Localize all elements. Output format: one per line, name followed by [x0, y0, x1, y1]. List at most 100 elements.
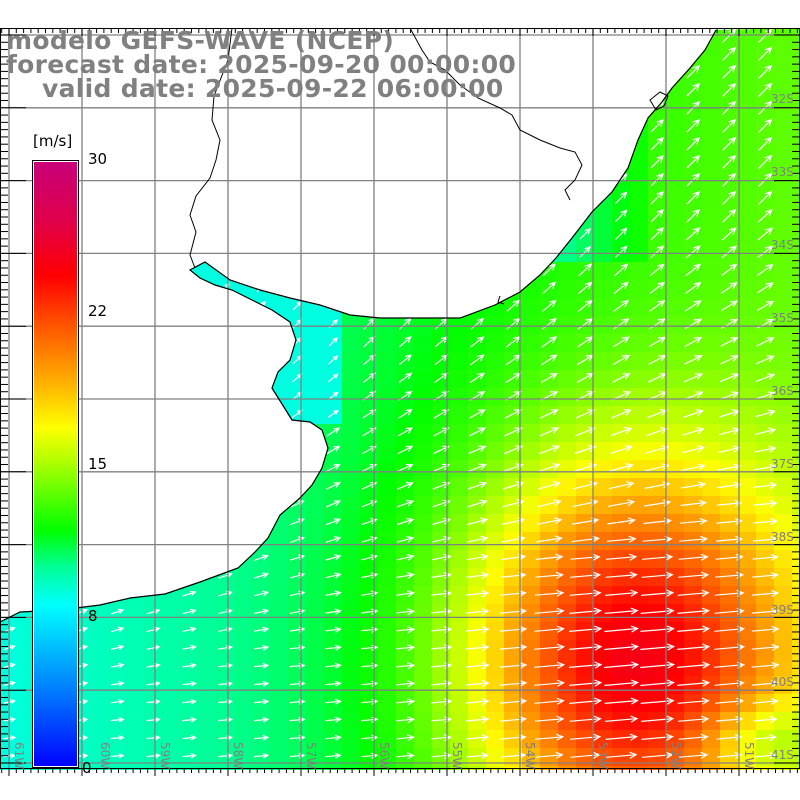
- speed-cell: [90, 712, 108, 730]
- speed-cell: [108, 118, 126, 136]
- speed-cell: [288, 208, 306, 226]
- wind-arrow: [328, 355, 339, 365]
- speed-cell: [108, 388, 126, 406]
- speed-cell: [522, 190, 540, 208]
- wind-arrow: [292, 246, 303, 257]
- speed-cell: [774, 154, 792, 172]
- speed-cell: [792, 262, 800, 280]
- speed-cell: [18, 658, 36, 676]
- speed-cell: [612, 730, 630, 748]
- wind-arrow: [254, 608, 270, 615]
- wind-arrow: [399, 227, 412, 240]
- wind-arrow: [325, 680, 342, 687]
- wind-arrow: [399, 209, 412, 222]
- speed-cell: [414, 262, 432, 280]
- speed-cell: [342, 532, 360, 550]
- wind-arrow: [506, 119, 520, 133]
- speed-cell: [540, 118, 558, 136]
- speed-cell: [540, 532, 558, 550]
- speed-cell: [666, 532, 684, 550]
- speed-cell: [666, 622, 684, 640]
- speed-cell: [396, 226, 414, 244]
- speed-cell: [504, 622, 522, 640]
- speed-cell: [126, 136, 144, 154]
- speed-cell: [216, 316, 234, 334]
- wind-arrow: [758, 190, 773, 205]
- lat-label: 40S: [771, 675, 794, 689]
- speed-cell: [738, 424, 756, 442]
- speed-cell: [720, 568, 738, 586]
- wind-arrow: [535, 571, 564, 579]
- wind-arrow: [219, 427, 232, 437]
- speed-cell: [756, 352, 774, 370]
- speed-cell: [198, 496, 216, 514]
- speed-cell: [522, 478, 540, 496]
- wind-arrow: [146, 662, 161, 669]
- speed-cell: [522, 406, 540, 424]
- speed-cell: [720, 208, 738, 226]
- wind-arrow: [640, 607, 675, 615]
- speed-cell: [684, 640, 702, 658]
- speed-cell: [540, 478, 558, 496]
- wind-arrow: [686, 118, 701, 133]
- speed-cell: [360, 118, 378, 136]
- speed-cell: [324, 190, 342, 208]
- speed-cell: [288, 514, 306, 532]
- wind-arrow: [326, 427, 341, 437]
- speed-cell: [486, 316, 504, 334]
- speed-cell: [558, 46, 576, 64]
- wind-arrow: [471, 209, 484, 222]
- speed-cell: [252, 262, 270, 280]
- speed-cell: [396, 388, 414, 406]
- speed-cell: [144, 514, 162, 532]
- speed-cell: [324, 496, 342, 514]
- speed-cell: [792, 190, 800, 208]
- speed-cell: [792, 496, 800, 514]
- speed-cell: [612, 136, 630, 154]
- wind-arrow: [640, 697, 675, 705]
- speed-cell: [594, 658, 612, 676]
- speed-cell: [180, 118, 198, 136]
- speed-cell: [702, 622, 720, 640]
- speed-cell: [90, 352, 108, 370]
- wind-arrow: [570, 733, 602, 741]
- speed-cell: [540, 694, 558, 712]
- wind-arrow: [399, 281, 412, 294]
- speed-cell: [378, 622, 396, 640]
- wind-arrow: [146, 699, 161, 705]
- speed-cell: [378, 442, 396, 460]
- speed-cell: [702, 496, 720, 514]
- wind-arrow: [183, 138, 195, 150]
- speed-cell: [306, 622, 324, 640]
- speed-cell: [270, 496, 288, 514]
- speed-cell: [684, 514, 702, 532]
- speed-cell: [288, 334, 306, 352]
- speed-cell: [702, 208, 720, 226]
- speed-cell: [774, 478, 792, 496]
- speed-cell: [198, 316, 216, 334]
- speed-cell: [414, 604, 432, 622]
- wind-arrow: [362, 372, 377, 384]
- speed-cell: [126, 370, 144, 388]
- speed-cell: [378, 424, 396, 442]
- speed-cell: [738, 406, 756, 424]
- speed-cell: [594, 352, 612, 370]
- wind-arrow: [607, 517, 636, 525]
- speed-cell: [342, 730, 360, 748]
- speed-cell: [486, 424, 504, 442]
- speed-cell: [216, 640, 234, 658]
- speed-cell: [522, 118, 540, 136]
- speed-cell: [270, 208, 288, 226]
- wind-arrow: [111, 426, 123, 437]
- speed-cell: [594, 514, 612, 532]
- speed-cell: [378, 478, 396, 496]
- speed-cell: [342, 388, 360, 406]
- speed-cell: [378, 406, 396, 424]
- speed-cell: [108, 352, 126, 370]
- speed-cell: [648, 676, 666, 694]
- speed-cell: [504, 424, 522, 442]
- speed-cell: [774, 568, 792, 586]
- wind-arrow: [755, 409, 776, 418]
- speed-cell: [144, 694, 162, 712]
- speed-cell: [18, 100, 36, 118]
